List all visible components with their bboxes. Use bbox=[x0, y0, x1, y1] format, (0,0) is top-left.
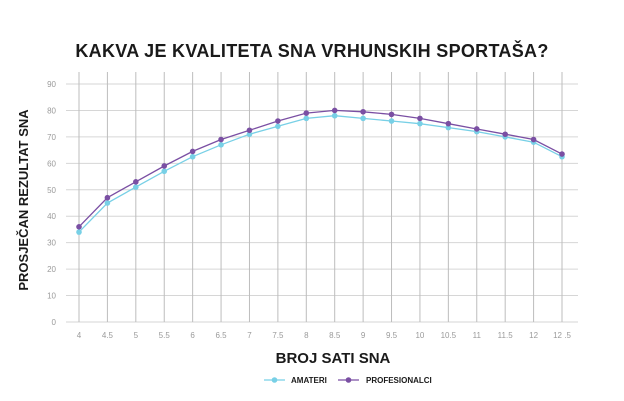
data-point-profesionalci-17 bbox=[559, 151, 565, 157]
legend-item-amateri: AMATERI bbox=[264, 376, 327, 385]
y-tick-label-20: 20 bbox=[47, 265, 56, 274]
data-point-amateri-10 bbox=[360, 115, 366, 122]
x-tick-label-6: 7 bbox=[247, 331, 252, 340]
x-tick-label-15: 11.5 bbox=[498, 331, 514, 340]
x-tick-label-5: 6.5 bbox=[215, 331, 227, 340]
y-axis-label: PROSJEČAN REZULTAT SNA bbox=[16, 109, 31, 291]
data-point-profesionalci-0 bbox=[76, 224, 82, 230]
y-tick-label-10: 10 bbox=[47, 292, 56, 301]
data-point-amateri-11 bbox=[388, 118, 395, 124]
data-point-amateri-6 bbox=[246, 131, 253, 138]
x-tick-label-10: 9 bbox=[361, 331, 366, 340]
series-line-amateri bbox=[78, 115, 563, 233]
legend-label-profesionalci: PROFESIONALCI bbox=[366, 376, 432, 385]
x-tick-label-12: 10 bbox=[415, 331, 424, 340]
y-tick-label-50: 50 bbox=[47, 186, 56, 195]
x-tick-label-13: 10.5 bbox=[441, 331, 457, 340]
data-point-amateri-0 bbox=[76, 229, 82, 235]
legend-marker-profesionalci bbox=[345, 377, 352, 383]
x-tick-label-0: 4 bbox=[77, 331, 82, 340]
x-tick-label-3: 5.5 bbox=[159, 331, 171, 340]
x-tick-label-1: 4.5 bbox=[102, 331, 114, 340]
y-tick-label-40: 40 bbox=[47, 212, 56, 221]
legend-marker-amateri bbox=[271, 377, 278, 383]
data-point-profesionalci-15 bbox=[502, 131, 508, 138]
x-tick-label-2: 5 bbox=[134, 331, 139, 340]
x-axis-label: BROJ SATI SNA bbox=[276, 350, 391, 367]
y-tick-label-0: 0 bbox=[52, 318, 57, 327]
y-tick-label-70: 70 bbox=[47, 133, 56, 142]
legend-label-amateri: AMATERI bbox=[291, 376, 327, 385]
data-point-profesionalci-4 bbox=[189, 148, 196, 155]
data-point-profesionalci-2 bbox=[133, 179, 139, 185]
data-point-profesionalci-5 bbox=[218, 136, 224, 143]
x-tick-label-17: 12 .5 bbox=[553, 331, 571, 340]
y-tick-label-60: 60 bbox=[47, 159, 56, 168]
y-tick-labels: 0 10 20 30 40 50 60 70 80 90 bbox=[47, 80, 56, 327]
data-point-amateri-8 bbox=[303, 115, 310, 122]
data-point-profesionalci-10 bbox=[360, 108, 366, 115]
data-point-profesionalci-13 bbox=[445, 120, 452, 127]
data-point-profesionalci-7 bbox=[275, 118, 281, 124]
data-point-profesionalci-1 bbox=[104, 194, 111, 201]
data-point-amateri-9 bbox=[331, 112, 338, 119]
data-point-profesionalci-16 bbox=[530, 136, 537, 143]
x-tick-label-4: 6 bbox=[190, 331, 195, 340]
legend: AMATERI PROFESIONALCI bbox=[264, 376, 432, 385]
legend-item-profesionalci: PROFESIONALCI bbox=[338, 376, 432, 385]
data-point-profesionalci-6 bbox=[246, 127, 253, 134]
data-point-amateri-4 bbox=[189, 153, 196, 160]
y-tick-label-30: 30 bbox=[47, 239, 56, 248]
data-point-amateri-12 bbox=[417, 120, 423, 127]
data-point-profesionalci-8 bbox=[303, 110, 310, 116]
data-point-amateri-2 bbox=[133, 184, 139, 190]
grid bbox=[66, 72, 578, 323]
data-point-amateri-13 bbox=[445, 124, 452, 131]
data-point-amateri-1 bbox=[104, 200, 111, 206]
data-point-profesionalci-3 bbox=[161, 163, 168, 169]
x-tick-label-8: 8 bbox=[304, 331, 309, 340]
data-point-profesionalci-9 bbox=[331, 107, 338, 114]
x-tick-label-9: 8.5 bbox=[329, 331, 341, 340]
data-point-amateri-7 bbox=[275, 123, 281, 130]
data-point-profesionalci-14 bbox=[473, 126, 480, 132]
x-tick-labels: 4 4.5 5 5.5 6 6.5 7 7.5 8 8.5 9 9.5 10 10.5 11 11.5 12 12… bbox=[77, 331, 572, 340]
x-tick-label-7: 7.5 bbox=[272, 331, 284, 340]
series-line-profesionalci bbox=[78, 109, 563, 228]
x-tick-label-16: 12 bbox=[529, 331, 538, 340]
chart-title: KAKVA JE KVALITETA SNA VRHUNSKIH SPORTAŠ… bbox=[75, 40, 548, 61]
data-point-profesionalci-12 bbox=[417, 115, 423, 122]
y-tick-label-90: 90 bbox=[47, 80, 56, 89]
series-layer bbox=[76, 107, 565, 235]
y-tick-label-80: 80 bbox=[47, 106, 56, 115]
x-tick-label-14: 11 bbox=[473, 331, 482, 340]
x-tick-label-11: 9.5 bbox=[386, 331, 398, 340]
data-point-profesionalci-11 bbox=[388, 111, 395, 118]
data-point-amateri-3 bbox=[161, 168, 168, 175]
data-point-amateri-5 bbox=[218, 142, 224, 148]
